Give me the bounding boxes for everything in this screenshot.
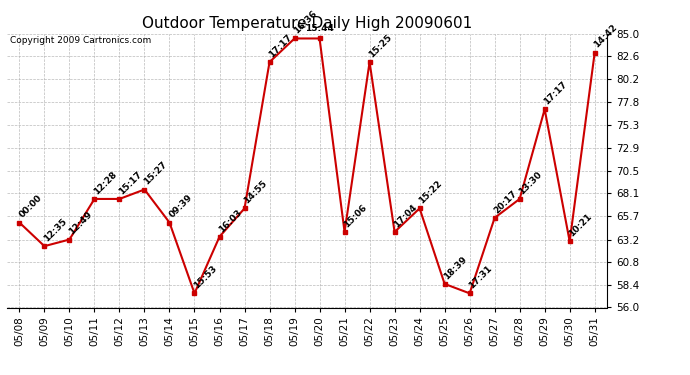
Text: 14:55: 14:55 bbox=[242, 179, 269, 206]
Text: 20:17: 20:17 bbox=[493, 189, 519, 215]
Text: 15:44: 15:44 bbox=[305, 24, 334, 33]
Text: 12:49: 12:49 bbox=[67, 210, 94, 237]
Text: 16:03: 16:03 bbox=[217, 207, 244, 234]
Text: 17:31: 17:31 bbox=[467, 264, 494, 291]
Text: 17:04: 17:04 bbox=[393, 202, 419, 229]
Text: 15:27: 15:27 bbox=[142, 160, 169, 187]
Text: 12:28: 12:28 bbox=[92, 170, 119, 196]
Text: 15:17: 15:17 bbox=[117, 170, 144, 196]
Text: Copyright 2009 Cartronics.com: Copyright 2009 Cartronics.com bbox=[10, 36, 151, 45]
Text: 15:06: 15:06 bbox=[342, 203, 369, 229]
Text: 13:30: 13:30 bbox=[518, 170, 544, 196]
Text: 17:17: 17:17 bbox=[267, 33, 294, 59]
Text: 12:35: 12:35 bbox=[42, 217, 69, 243]
Title: Outdoor Temperature Daily High 20090601: Outdoor Temperature Daily High 20090601 bbox=[142, 16, 472, 31]
Text: 10:21: 10:21 bbox=[567, 212, 594, 238]
Text: 15:22: 15:22 bbox=[417, 179, 444, 206]
Text: 15:53: 15:53 bbox=[193, 264, 219, 291]
Text: 00:00: 00:00 bbox=[17, 194, 43, 220]
Text: 17:17: 17:17 bbox=[542, 80, 569, 106]
Text: 09:39: 09:39 bbox=[167, 193, 194, 220]
Text: 14:42: 14:42 bbox=[593, 23, 620, 50]
Text: 18:39: 18:39 bbox=[442, 254, 469, 281]
Text: 15:25: 15:25 bbox=[367, 33, 394, 59]
Text: 16:36: 16:36 bbox=[293, 9, 319, 36]
